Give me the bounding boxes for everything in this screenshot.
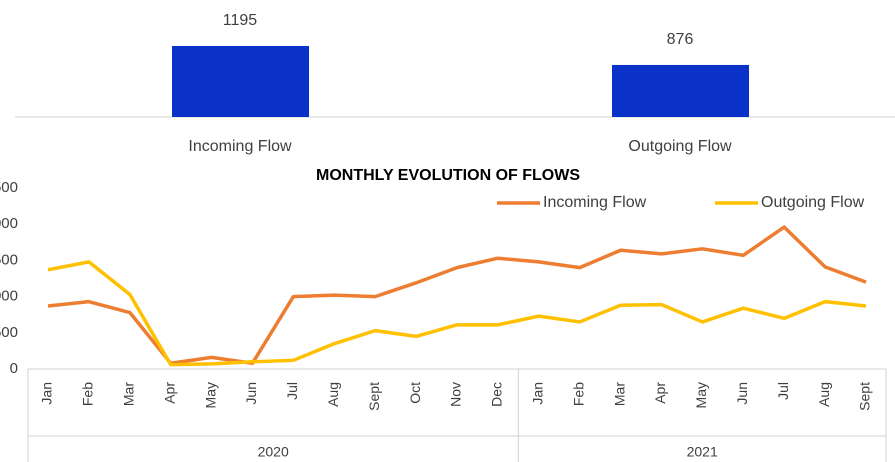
x-tick-label: Jul [284,382,300,400]
y-tick-label: 2000 [0,215,18,232]
chart-title: MONTHLY EVOLUTION OF FLOWS [316,167,580,184]
x-tick-label: Sept [366,382,382,411]
y-tick-label: 0 [10,360,18,377]
value-label: 1195 [223,12,258,29]
legend-label: Outgoing Flow [761,194,865,211]
x-tick-label: Aug [816,382,832,407]
bar [172,46,309,117]
x-tick-label: Jun [243,382,259,405]
x-tick-label: Sept [857,382,873,411]
x-tick-label: Jul [775,382,791,400]
x-tick-label: Oct [407,382,423,404]
x-tick-label: Jun [734,382,750,405]
x-tick-label: Apr [161,382,177,404]
x-tick-label: Dec [489,382,505,407]
x-tick-label: May [693,382,709,408]
line-series [47,260,867,367]
legend-label: Incoming Flow [543,194,647,211]
x-tick-label: Mar [121,382,137,406]
x-tick-label: Jan [530,382,546,405]
category-label: Incoming Flow [188,138,292,155]
x-tick-label: Apr [652,382,668,404]
y-tick-label: 500 [0,324,18,341]
bar [612,64,749,117]
group-label: 2020 [258,444,289,460]
line-series [47,225,867,365]
x-tick-label: Feb [570,382,586,406]
y-tick-label: 1000 [0,288,18,305]
x-tick-label: Nov [448,382,464,407]
y-tick-label: 1500 [0,251,18,268]
x-tick-label: Aug [325,382,341,407]
x-tick-label: May [202,382,218,408]
category-label: Outgoing Flow [628,138,732,155]
group-label: 2021 [687,444,718,460]
y-tick-label: 2500 [0,179,18,196]
x-tick-label: Jan [39,382,55,405]
x-tick-label: Mar [611,382,627,406]
value-label: 876 [667,31,694,48]
x-tick-label: Feb [80,382,96,406]
